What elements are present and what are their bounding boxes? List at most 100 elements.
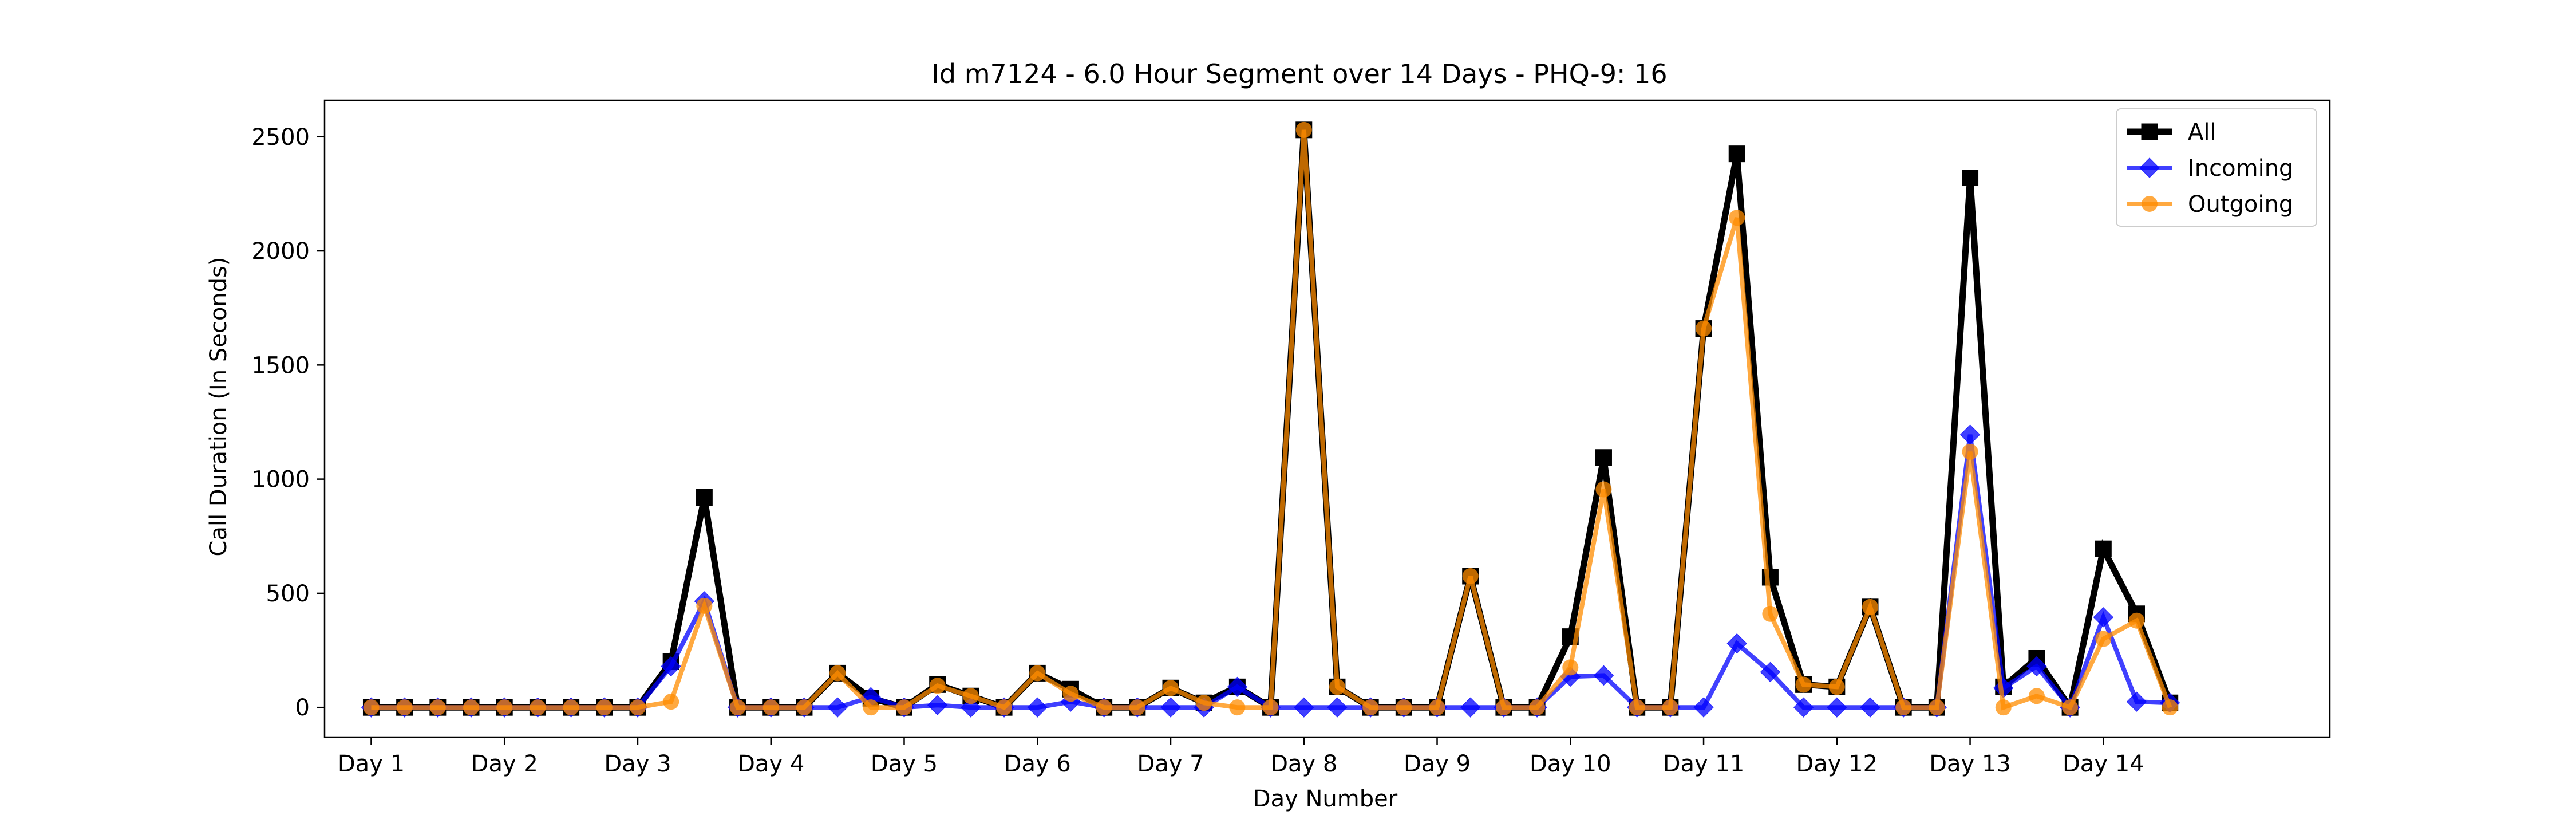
data-point-incoming <box>1760 661 1781 683</box>
data-point-incoming <box>2093 607 2114 628</box>
data-point-outgoing <box>762 699 779 716</box>
data-point-all <box>1728 145 1745 163</box>
data-point-outgoing <box>1262 699 1279 716</box>
legend-label-outgoing: Outgoing <box>2188 191 2293 218</box>
data-point-outgoing <box>1595 481 1612 498</box>
data-point-outgoing <box>2095 631 2112 647</box>
data-point-outgoing <box>1995 699 2012 716</box>
data-point-outgoing <box>596 699 613 716</box>
x-tick-label: Day 13 <box>1929 751 2011 777</box>
data-point-outgoing <box>629 699 646 716</box>
data-point-outgoing <box>863 699 879 716</box>
data-point-all <box>1595 449 1612 466</box>
data-point-incoming <box>1793 697 1814 718</box>
data-point-incoming <box>1160 697 1181 718</box>
data-point-outgoing <box>1828 679 1845 695</box>
x-tick-label: Day 12 <box>1796 751 1878 777</box>
data-point-incoming <box>1327 697 1348 718</box>
series-lines <box>361 121 2180 718</box>
data-point-all <box>2095 540 2112 557</box>
chart-title: Id m7124 - 6.0 Hour Segment over 14 Days… <box>931 58 1667 89</box>
data-point-incoming <box>1726 633 1747 654</box>
data-point-outgoing <box>796 699 812 716</box>
x-tick-label: Day 8 <box>1270 751 1337 777</box>
data-point-incoming <box>1294 697 1314 718</box>
data-point-outgoing <box>1696 320 1712 337</box>
data-point-outgoing <box>929 678 946 694</box>
data-point-all <box>696 489 713 506</box>
legend-marker-all <box>2141 123 2158 140</box>
x-tick-label: Day 4 <box>737 751 804 777</box>
data-point-outgoing <box>1329 679 1345 695</box>
y-axis-label: Call Duration (In Seconds) <box>206 257 232 557</box>
data-point-outgoing <box>1495 699 1512 716</box>
data-point-all <box>1962 170 1979 187</box>
data-point-outgoing <box>396 699 413 716</box>
axes: 0 500 1000 1500 2000 2500 Day 1 Day 2 Day 3 Day 4… <box>251 99 2331 777</box>
data-point-outgoing <box>363 699 380 716</box>
data-point-outgoing <box>1295 121 1312 138</box>
x-tick-label: Day 11 <box>1663 751 1745 777</box>
series-line-all <box>371 129 2173 715</box>
data-point-incoming <box>661 656 681 677</box>
legend-box <box>2116 108 2317 227</box>
x-tick-label: Day 5 <box>871 751 938 777</box>
x-axis-label: Day Number <box>1253 786 1398 812</box>
data-point-outgoing <box>1062 686 1079 702</box>
data-point-incoming <box>1693 697 1714 718</box>
legend-marker-incoming <box>2139 157 2160 178</box>
data-point-outgoing <box>563 699 579 716</box>
data-point-outgoing <box>696 597 713 614</box>
data-point-outgoing <box>1529 699 1546 716</box>
x-tick-label: Day 2 <box>471 751 538 777</box>
data-point-incoming <box>1460 697 1481 718</box>
data-point-outgoing <box>1396 699 1412 716</box>
data-point-incoming <box>1027 697 1048 718</box>
series-line-outgoing <box>371 129 2172 711</box>
data-point-incoming <box>927 695 948 715</box>
data-point-outgoing <box>1196 695 1212 711</box>
plot-frame <box>323 99 2331 738</box>
data-point-outgoing <box>1129 699 1145 716</box>
data-point-outgoing <box>663 694 679 710</box>
data-point-outgoing <box>2128 612 2145 629</box>
x-tick-label: Day 10 <box>1530 751 1611 777</box>
data-point-incoming <box>961 697 981 718</box>
x-tick-label: Day 14 <box>2063 751 2144 777</box>
data-point-outgoing <box>996 699 1013 716</box>
data-point-outgoing <box>1362 699 1379 716</box>
data-point-outgoing <box>1729 210 1745 226</box>
data-point-outgoing <box>1795 676 1812 693</box>
data-point-outgoing <box>1629 699 1645 716</box>
data-point-outgoing <box>962 688 979 704</box>
y-tick-label: 0 <box>295 695 310 721</box>
data-point-outgoing <box>1429 699 1445 716</box>
data-point-outgoing <box>1895 699 1912 716</box>
data-point-outgoing <box>1229 699 1246 716</box>
data-point-outgoing <box>2062 699 2079 716</box>
x-tick-label: Day 7 <box>1137 751 1204 777</box>
data-point-outgoing <box>896 699 912 716</box>
series-outgoing <box>363 121 2178 716</box>
data-point-outgoing <box>463 699 480 716</box>
data-point-incoming <box>1593 665 1614 686</box>
data-point-outgoing <box>2028 688 2045 704</box>
data-point-outgoing <box>829 665 846 682</box>
data-point-outgoing <box>496 699 513 716</box>
y-tick-label: 1000 <box>251 467 310 493</box>
legend-label-incoming: Incoming <box>2188 155 2293 182</box>
data-point-outgoing <box>1163 680 1179 696</box>
y-tick-label: 2500 <box>251 124 310 151</box>
data-point-outgoing <box>1929 699 1945 716</box>
x-tick-label: Day 6 <box>1004 751 1071 777</box>
data-point-incoming <box>827 697 848 718</box>
series-all <box>362 121 2179 716</box>
legend: All Incoming Outgoing <box>2116 108 2317 227</box>
data-point-incoming <box>2126 691 2147 712</box>
data-point-outgoing <box>1862 598 1878 615</box>
x-tick-label: Day 3 <box>604 751 671 777</box>
y-tick-label: 500 <box>266 581 310 607</box>
data-point-incoming <box>1827 697 1847 718</box>
